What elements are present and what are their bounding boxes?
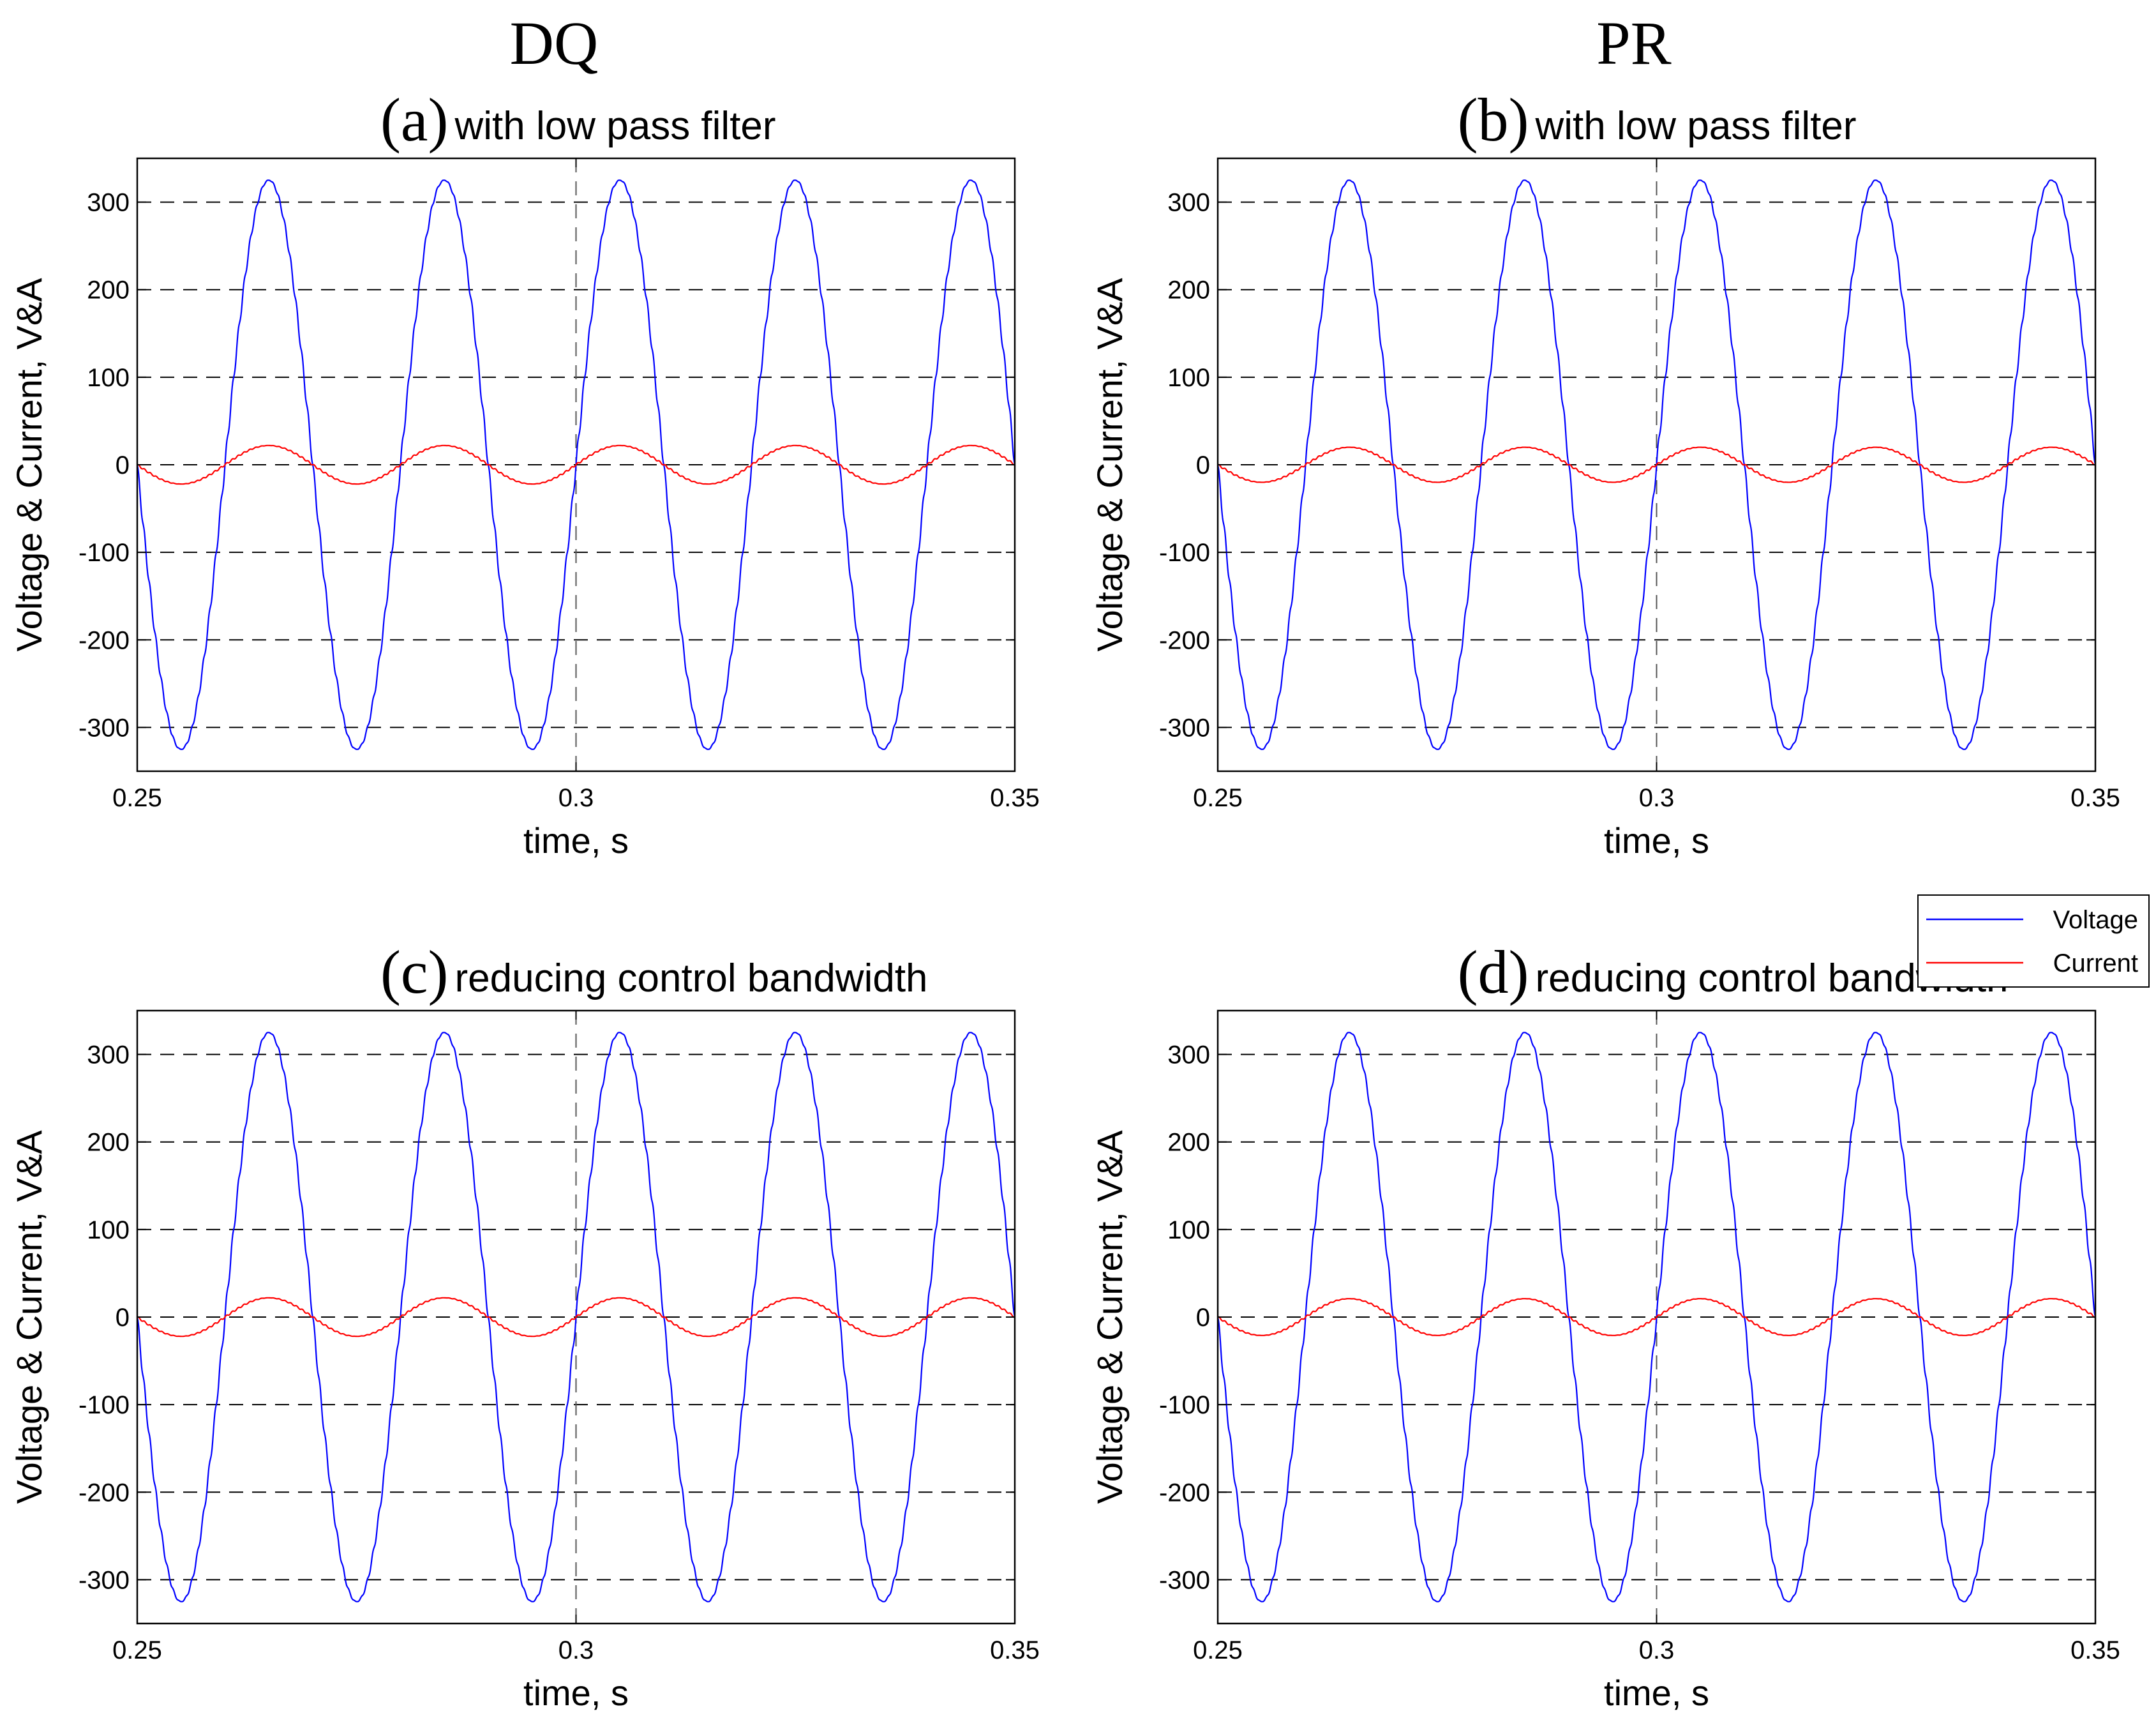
y-axis-label: Voltage & Current, V&A — [9, 278, 49, 652]
y-tick-label: 200 — [87, 276, 130, 305]
y-axis-label: Voltage & Current, V&A — [1089, 278, 1130, 652]
x-tick-label: 0.3 — [1639, 1636, 1675, 1664]
x-axis-label: time, s — [523, 1673, 629, 1713]
panel-title: reducing control bandwidth — [455, 956, 928, 1000]
y-axis-label: Voltage & Current, V&A — [9, 1130, 49, 1504]
x-axis-label: time, s — [523, 820, 629, 861]
x-axis-label: time, s — [1604, 1673, 1709, 1713]
x-tick-label: 0.25 — [1193, 784, 1243, 812]
x-tick-label: 0.35 — [990, 784, 1040, 812]
panels: (a) with low pass filter-300-200-10001002… — [9, 86, 2120, 1713]
y-tick-label: -300 — [79, 714, 130, 742]
x-tick-label: 0.35 — [990, 1636, 1040, 1664]
y-tick-label: 100 — [87, 364, 130, 392]
panel-label: (b) — [1458, 86, 1529, 154]
y-tick-label: 200 — [87, 1129, 130, 1157]
x-axis-label: time, s — [1604, 820, 1709, 861]
y-tick-label: 200 — [1167, 276, 1210, 305]
column-title-dq: DQ — [510, 9, 599, 77]
column-title-pr: PR — [1596, 9, 1671, 77]
legend-voltage-label: Voltage — [2053, 906, 2138, 934]
x-tick-label: 0.35 — [2070, 1636, 2120, 1664]
y-tick-label: -300 — [79, 1566, 130, 1594]
y-tick-label: 0 — [116, 451, 130, 479]
y-axis-label: Voltage & Current, V&A — [1089, 1130, 1130, 1504]
y-tick-label: -300 — [1159, 714, 1210, 742]
y-tick-label: 300 — [87, 1041, 130, 1069]
panel-title: with low pass filter — [1535, 104, 1857, 148]
y-tick-label: -100 — [79, 1391, 130, 1419]
y-tick-label: -100 — [79, 539, 130, 567]
series-line-current — [137, 1297, 1015, 1337]
y-tick-label: -300 — [1159, 1566, 1210, 1594]
y-tick-label: -200 — [79, 1479, 130, 1507]
panel-label: (c) — [380, 938, 449, 1006]
legend: Voltage Current — [1917, 894, 2150, 988]
y-tick-label: 100 — [1167, 364, 1210, 392]
y-tick-label: 100 — [1167, 1216, 1210, 1244]
x-tick-label: 0.3 — [1639, 784, 1675, 812]
x-tick-label: 0.25 — [112, 784, 162, 812]
y-tick-label: 0 — [116, 1304, 130, 1332]
legend-box — [1917, 894, 2150, 988]
series-line-current — [1217, 446, 2096, 483]
x-tick-label: 0.35 — [2070, 784, 2120, 812]
y-tick-label: 100 — [87, 1216, 130, 1244]
legend-current-label: Current — [2053, 949, 2138, 977]
y-tick-label: -200 — [1159, 1479, 1210, 1507]
x-tick-label: 0.25 — [112, 1636, 162, 1664]
panel-label: (a) — [380, 86, 449, 154]
y-tick-label: -100 — [1159, 539, 1210, 567]
y-tick-label: 0 — [1196, 451, 1210, 479]
y-tick-label: 300 — [1167, 1041, 1210, 1069]
series-line-current — [1217, 1298, 2096, 1336]
y-tick-label: -200 — [1159, 626, 1210, 654]
x-tick-label: 0.3 — [558, 1636, 594, 1664]
x-tick-label: 0.3 — [558, 784, 594, 812]
panel-label: (d) — [1458, 938, 1529, 1006]
y-tick-label: -100 — [1159, 1391, 1210, 1419]
panel-c: (c) reducing control bandwidth -300 -200 -10… — [9, 938, 1040, 1713]
panel-title: with low pass filter — [454, 104, 776, 148]
y-tick-label: 300 — [1167, 189, 1210, 217]
panel-b: (b) with low pass filter -300 -200 -100 0 100 2… — [1089, 86, 2120, 861]
panel-a: (a) with low pass filter -300 -200 -100 0 100 2… — [9, 86, 1040, 861]
series-line-current — [137, 444, 1015, 485]
y-tick-label: 300 — [87, 189, 130, 217]
y-tick-label: 200 — [1167, 1129, 1210, 1157]
y-tick-label: 0 — [1196, 1304, 1210, 1332]
x-tick-label: 0.25 — [1193, 1636, 1243, 1664]
y-tick-label: -200 — [79, 626, 130, 654]
